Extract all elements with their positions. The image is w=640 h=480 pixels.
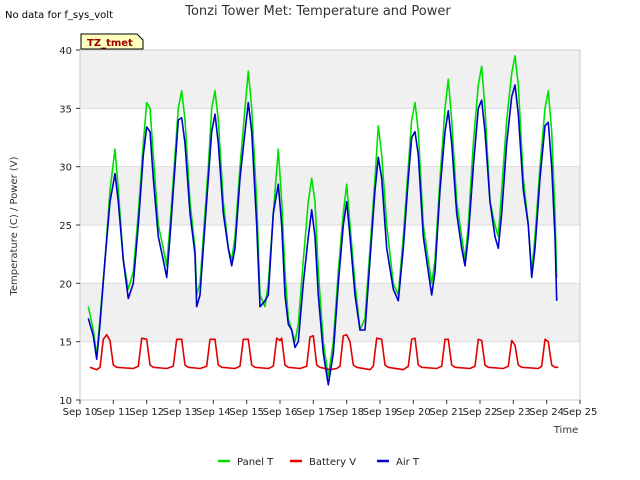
y-tick-label: 20 [59,279,72,290]
x-tick-label: Sep 11 [96,407,131,418]
x-tick-label: Sep 18 [329,407,364,418]
series-layer [87,55,559,386]
x-tick-label: Sep 19 [363,407,398,418]
y-tick-label: 25 [59,221,72,232]
no-data-note: No data for f_sys_volt [5,10,113,21]
legend-label-battery-v: Battery V [309,457,356,468]
x-tick-label: Sep 16 [263,407,298,418]
site-tag-label: TZ_tmet [87,38,133,49]
x-tick-label: Sep 23 [496,407,531,418]
x-tick-label: Sep 10 [63,407,98,418]
series-line-air-t [87,84,558,386]
legend-label-panel-t: Panel T [237,457,274,468]
y-tick-label: 10 [59,396,72,407]
x-tick-label: Sep 15 [229,407,264,418]
legend-label-air-t: Air T [396,457,420,468]
background-band [80,166,580,225]
site-tag: TZ_tmet [80,33,144,50]
x-tick-label: Sep 12 [129,407,164,418]
background-band [80,283,580,342]
background-band [80,50,580,109]
y-axis: 10 15 20 25 30 35 40 [59,46,80,407]
x-tick-label: Sep 13 [163,407,198,418]
legend: Panel T Battery V Air T [218,457,420,468]
x-tick-label: Sep 20 [396,407,431,418]
plot-background-bands [80,50,580,400]
background-band [80,225,580,284]
y-tick-label: 35 [59,104,72,115]
x-axis-label: Time [553,425,578,436]
series-line-panel-t [87,55,558,378]
x-tick-label: Sep 17 [296,407,331,418]
background-band [80,108,580,167]
y-axis-label: Temperature (C) / Power (V) [9,156,20,296]
x-tick-label: Sep 24 [529,407,564,418]
chart-title: Tonzi Tower Met: Temperature and Power [184,4,451,19]
x-tick-label: Sep 21 [429,407,464,418]
x-tick-label: Sep 14 [196,407,231,418]
x-tick-label: Sep 25 [563,407,598,418]
site-tag-box [80,33,144,50]
y-tick-label: 40 [59,46,72,57]
y-tick-label: 15 [59,338,72,349]
y-tick-label: 30 [59,163,72,174]
x-tick-label: Sep 22 [463,407,498,418]
